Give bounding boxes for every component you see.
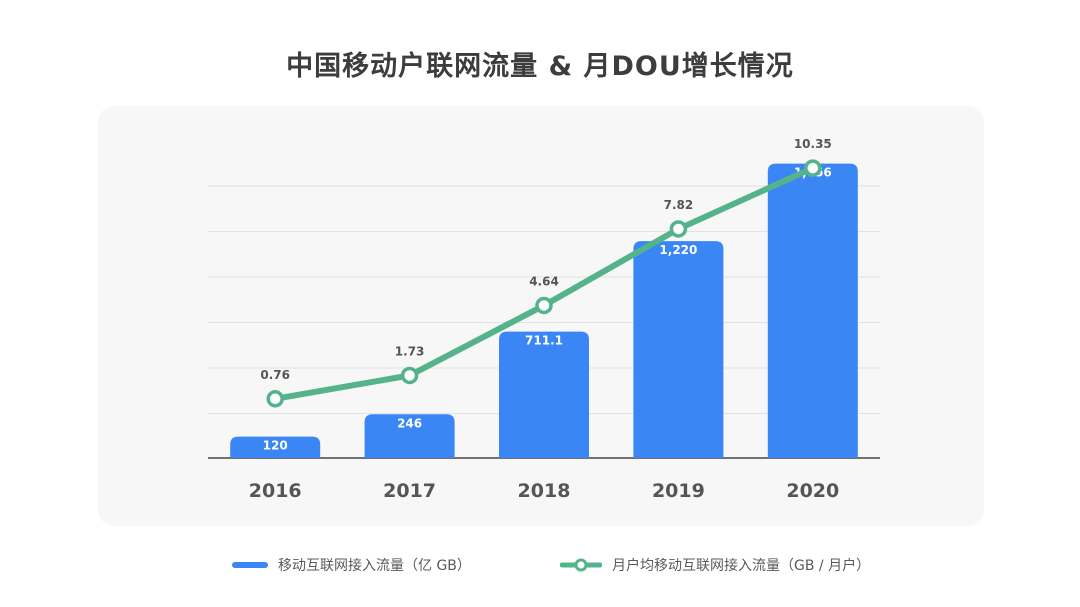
- dou-value-label: 10.35: [794, 137, 832, 151]
- bar-value-label: 1,220: [659, 243, 697, 257]
- legend-item-dou: 月户均移动互联网接入流量（GB / 月户）: [560, 555, 870, 575]
- dou-point-2017: [400, 366, 419, 385]
- dou-value-label: 7.82: [664, 198, 694, 212]
- bar-2016: [230, 436, 321, 458]
- bar-value-label: 246: [397, 416, 422, 430]
- chart-title: 中国移动户联网流量 & 月DOU增长情况: [286, 51, 794, 82]
- legend-bar-swatch: [232, 562, 268, 568]
- bar-value-label: 711.1: [525, 334, 563, 348]
- dou-value-label: 4.64: [529, 274, 559, 288]
- legend-label-traffic: 移动互联网接入流量（亿 GB）: [278, 558, 471, 574]
- x-tick-label: 2019: [652, 480, 705, 502]
- bar-value-label: 120: [263, 439, 288, 453]
- dou-point-2018: [535, 296, 553, 315]
- x-tick-label: 2018: [518, 480, 571, 502]
- legend-item-traffic: 移动互联网接入流量（亿 GB）: [232, 555, 471, 575]
- dou-point-2016: [266, 390, 284, 408]
- chart-legend: 移动互联网接入流量（亿 GB） 月户均移动互联网接入流量（GB / 月户）: [0, 555, 1080, 579]
- x-tick-label: 2020: [786, 480, 839, 502]
- dou-point-2020: [804, 159, 822, 177]
- x-tick-label: 2017: [383, 480, 436, 502]
- bar-2020: [767, 163, 858, 458]
- bar-2019: [633, 241, 724, 458]
- bar-2018: [499, 331, 589, 458]
- bar-2017: [364, 414, 455, 458]
- x-tick-label: 2016: [249, 480, 302, 502]
- dou-value-label: 0.76: [260, 368, 290, 382]
- dou-point-2019: [669, 220, 688, 238]
- legend-line-swatch: [560, 558, 602, 572]
- dou-value-label: 1.73: [395, 344, 425, 358]
- legend-label-dou: 月户均移动互联网接入流量（GB / 月户）: [612, 558, 871, 574]
